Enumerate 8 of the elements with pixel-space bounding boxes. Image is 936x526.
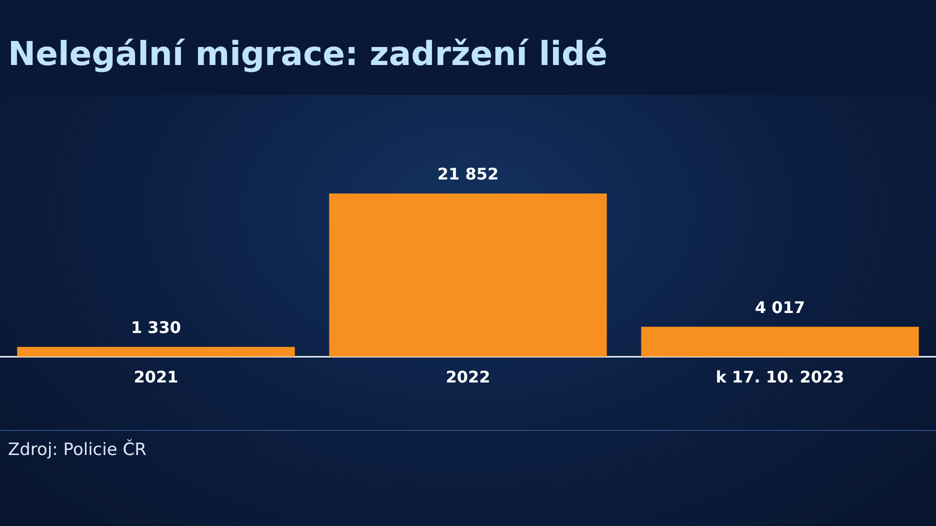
data-label: 1 330 [130, 318, 182, 338]
data-label: 21 852 [437, 164, 499, 184]
x-tick-label: 2022 [446, 368, 490, 387]
data-label: 4 017 [754, 298, 806, 317]
text: Zdroj: Policie ČR [8, 440, 146, 460]
x-tick-label: 2021 [134, 368, 178, 387]
x-tick-label: k 17. 10. 2023 [716, 368, 844, 387]
chart-title: Nelegální migrace: zadržení lidé [8, 34, 608, 73]
